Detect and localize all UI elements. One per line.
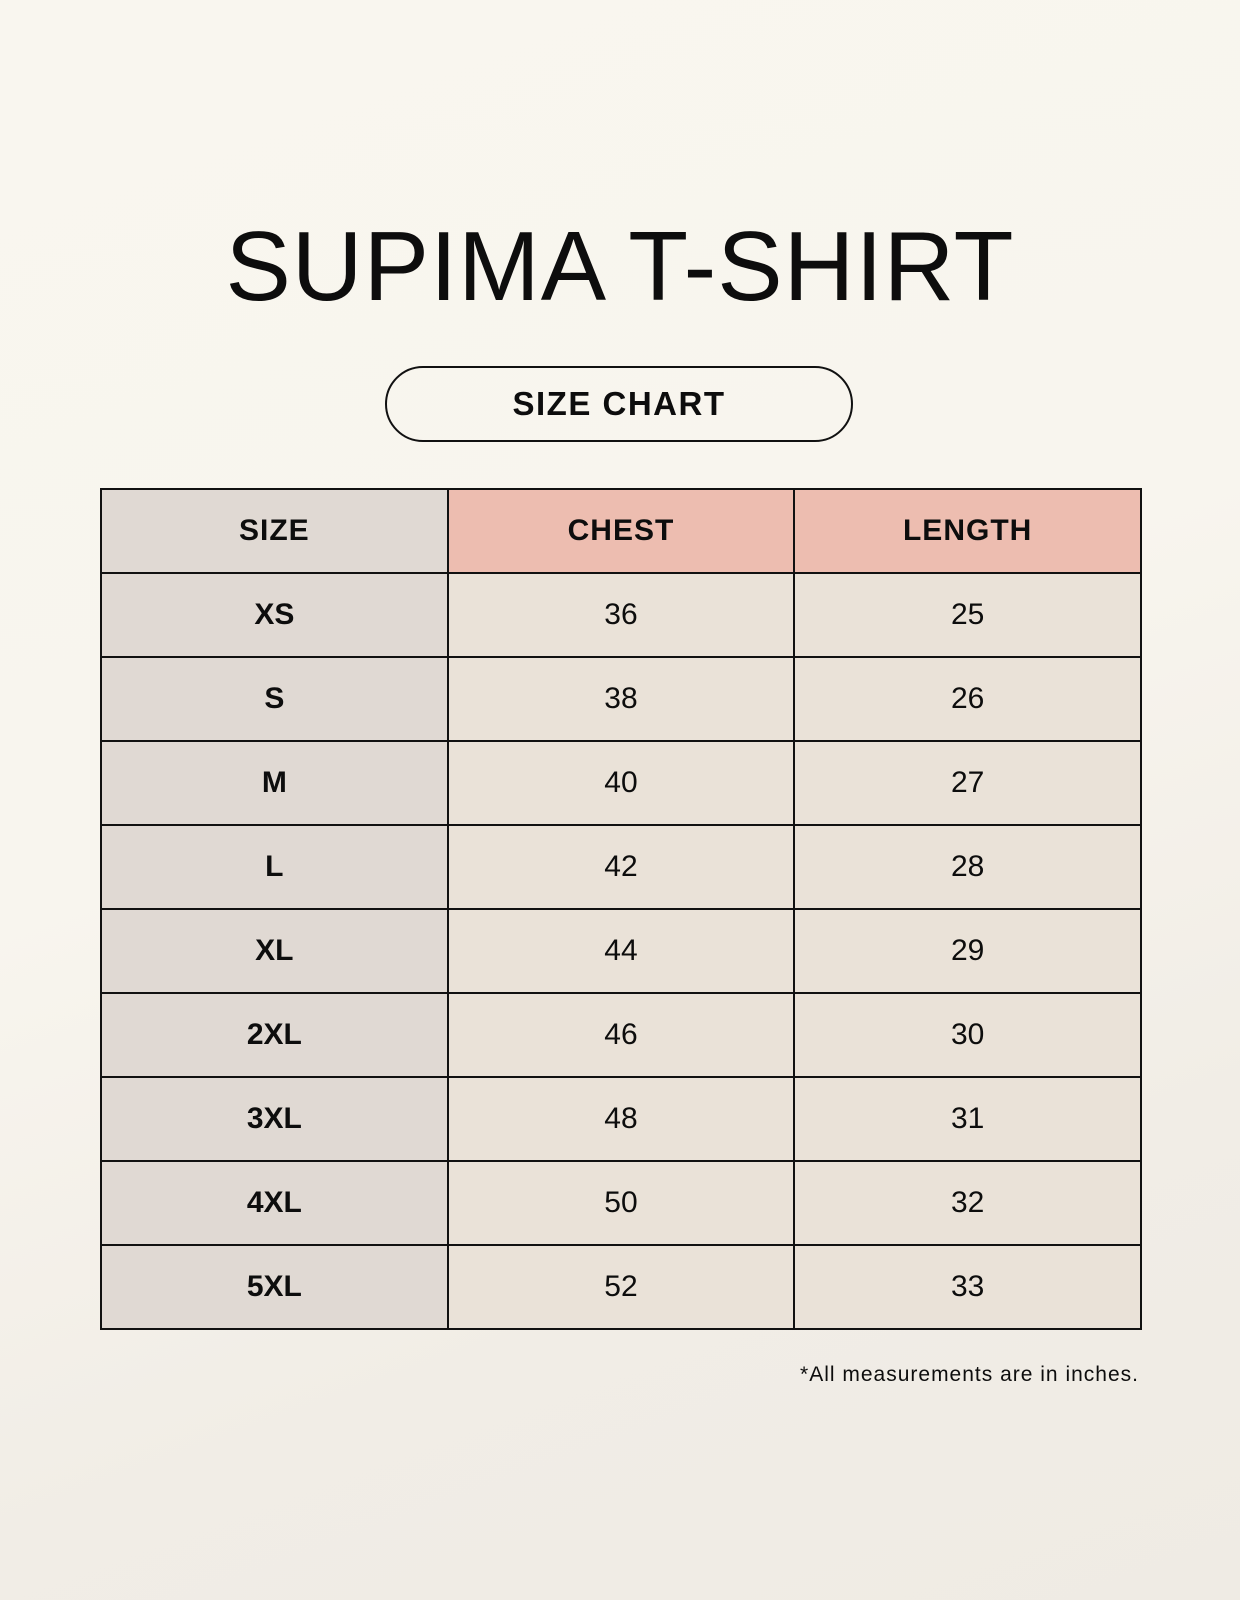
cell-length: 28 bbox=[793, 824, 1142, 910]
cell-size: 4XL bbox=[100, 1160, 449, 1246]
cell-chest: 48 bbox=[446, 1076, 796, 1162]
cell-chest: 44 bbox=[446, 908, 796, 994]
cell-length: 29 bbox=[793, 908, 1142, 994]
page-title: SUPIMA T-SHIRT bbox=[225, 211, 1015, 321]
size-chart-badge: SIZE CHART bbox=[385, 366, 853, 442]
cell-chest: 38 bbox=[446, 656, 796, 742]
cell-chest: 36 bbox=[446, 572, 796, 658]
table-row: S 38 26 bbox=[100, 656, 1142, 742]
footnote: *All measurements are in inches. bbox=[800, 1363, 1139, 1386]
cell-chest: 40 bbox=[446, 740, 796, 826]
cell-chest: 42 bbox=[446, 824, 796, 910]
table-row: XS 36 25 bbox=[100, 572, 1142, 658]
cell-size: 2XL bbox=[100, 992, 449, 1078]
cell-length: 27 bbox=[793, 740, 1142, 826]
cell-size: XS bbox=[100, 572, 449, 658]
cell-length: 26 bbox=[793, 656, 1142, 742]
table-row: XL 44 29 bbox=[100, 908, 1142, 994]
cell-chest: 46 bbox=[446, 992, 796, 1078]
table-row: 2XL 46 30 bbox=[100, 992, 1142, 1078]
table-row: 4XL 50 32 bbox=[100, 1160, 1142, 1246]
cell-size: S bbox=[100, 656, 449, 742]
table-row: M 40 27 bbox=[100, 740, 1142, 826]
cell-length: 31 bbox=[793, 1076, 1142, 1162]
cell-length: 33 bbox=[793, 1244, 1142, 1330]
header-length: LENGTH bbox=[793, 488, 1142, 574]
cell-length: 25 bbox=[793, 572, 1142, 658]
cell-size: M bbox=[100, 740, 449, 826]
table-header-row: SIZE CHEST LENGTH bbox=[100, 488, 1142, 574]
cell-size: L bbox=[100, 824, 449, 910]
header-chest: CHEST bbox=[446, 488, 796, 574]
cell-size: 5XL bbox=[100, 1244, 449, 1330]
table-row: L 42 28 bbox=[100, 824, 1142, 910]
cell-chest: 52 bbox=[446, 1244, 796, 1330]
cell-size: 3XL bbox=[100, 1076, 449, 1162]
cell-length: 32 bbox=[793, 1160, 1142, 1246]
cell-size: XL bbox=[100, 908, 449, 994]
size-table: SIZE CHEST LENGTH XS 36 25 S 38 26 M 40 27 L 42 28 X… bbox=[100, 488, 1142, 1330]
cell-length: 30 bbox=[793, 992, 1142, 1078]
table-row: 5XL 52 33 bbox=[100, 1244, 1142, 1330]
header-size: SIZE bbox=[100, 488, 449, 574]
cell-chest: 50 bbox=[446, 1160, 796, 1246]
table-row: 3XL 48 31 bbox=[100, 1076, 1142, 1162]
